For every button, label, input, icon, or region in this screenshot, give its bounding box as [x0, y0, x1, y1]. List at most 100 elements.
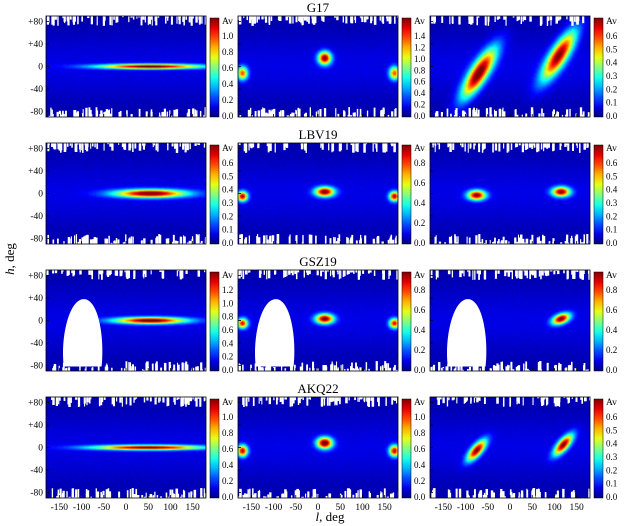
unsampled-top: [494, 143, 498, 151]
unsampled-top: [546, 397, 549, 405]
unsampled-bottom: [589, 240, 592, 251]
unsampled-top: [371, 397, 375, 407]
unsampled-top: [185, 16, 188, 20]
unsampled-top: [540, 270, 542, 280]
unsampled-top: [352, 143, 355, 153]
unsampled-bottom: [338, 234, 341, 245]
unsampled-bottom: [489, 239, 491, 250]
unsampled-bottom: [489, 368, 492, 379]
colorbar: [593, 398, 604, 499]
unsampled-top: [321, 143, 324, 150]
unsampled-top: [541, 270, 544, 276]
unsampled-top: [372, 143, 374, 152]
unsampled-top: [438, 143, 441, 150]
unsampled-bottom: [151, 363, 154, 374]
unsampled-top: [52, 270, 55, 274]
colorbar-tick-label: 0.4: [606, 185, 618, 195]
x-tick-label: -50: [481, 503, 494, 513]
unsampled-bottom: [359, 115, 362, 126]
unsampled-top: [126, 270, 128, 279]
unsampled-bottom: [161, 114, 164, 125]
unsampled-top: [100, 397, 103, 406]
unsampled-top: [103, 397, 106, 400]
unsampled-top: [451, 16, 454, 24]
unsampled-top: [189, 16, 192, 18]
colorbar-label: Av: [222, 398, 233, 408]
unsampled-top: [303, 270, 305, 278]
unsampled-top: [273, 397, 275, 401]
unsampled-top: [449, 16, 451, 25]
colorbar-tick-label: 0.4: [222, 460, 234, 470]
unsampled-bottom: [154, 491, 156, 502]
unsampled-top: [582, 16, 585, 24]
unsampled-top: [348, 397, 350, 401]
unsampled-bottom: [122, 242, 125, 253]
unsampled-top: [370, 16, 373, 24]
unsampled-top: [433, 16, 436, 24]
unsampled-bottom: [351, 362, 353, 373]
unsampled-top: [177, 397, 180, 400]
unsampled-bottom: [182, 489, 185, 500]
unsampled-bottom: [548, 242, 550, 253]
unsampled-bottom: [204, 237, 207, 248]
unsampled-top: [244, 270, 247, 275]
unsampled-bottom: [329, 238, 332, 249]
unsampled-top: [182, 16, 185, 23]
unsampled-top: [452, 143, 455, 150]
unsampled-bottom: [469, 109, 471, 120]
unsampled-top: [574, 16, 576, 22]
unsampled-top: [394, 16, 396, 24]
unsampled-top: [124, 270, 126, 273]
unsampled-bottom: [309, 367, 311, 378]
unsampled-bottom: [560, 242, 563, 253]
unsampled-bottom: [173, 493, 176, 504]
unsampled-top: [82, 143, 84, 153]
y-tick-label: +40: [28, 294, 43, 304]
unsampled-top: [467, 270, 470, 272]
unsampled-top: [339, 397, 341, 405]
unsampled-top: [363, 397, 366, 401]
unsampled-bottom: [344, 490, 347, 501]
unsampled-bottom: [67, 237, 70, 248]
unsampled-top: [250, 143, 252, 149]
unsampled-bottom: [259, 366, 262, 377]
colorbar: [593, 17, 604, 118]
y-tick-label: +40: [28, 421, 43, 431]
unsampled-top: [61, 270, 63, 274]
unsampled-top: [101, 270, 103, 280]
unsampled-top: [264, 16, 268, 23]
unsampled-bottom: [281, 110, 285, 121]
unsampled-top: [515, 270, 518, 277]
unsampled-top: [174, 143, 177, 149]
unsampled-bottom: [583, 234, 586, 245]
unsampled-top: [354, 397, 356, 401]
unsampled-top: [483, 143, 486, 149]
unsampled-top: [127, 270, 129, 276]
x-tick-label: -50: [289, 503, 302, 513]
unsampled-bottom: [131, 488, 134, 499]
unsampled-bottom: [56, 495, 58, 506]
unsampled-bottom: [537, 488, 540, 499]
unsampled-bottom: [238, 496, 241, 507]
x-tick-label: 0: [124, 503, 129, 513]
unsampled-bottom: [198, 234, 200, 245]
unsampled-bottom: [185, 368, 188, 379]
colorbar-tick-label: 0.0: [414, 111, 426, 121]
unsampled-bottom: [568, 242, 570, 253]
unsampled-bottom: [125, 361, 128, 372]
unsampled-bottom: [156, 365, 158, 376]
unsampled-bottom: [348, 107, 350, 118]
unsampled-top: [334, 397, 336, 406]
unsampled-bottom: [53, 369, 57, 380]
unsampled-bottom: [298, 108, 301, 119]
unsampled-top: [72, 270, 75, 274]
unsampled-top: [389, 270, 391, 276]
unsampled-bottom: [583, 362, 586, 373]
unsampled-bottom: [53, 363, 57, 374]
unsampled-top: [98, 270, 100, 280]
colorbar-tick-label: 1.2: [414, 42, 425, 52]
unsampled-bottom: [58, 110, 61, 121]
colorbar-tick-label: 1.4: [414, 31, 426, 41]
unsampled-bottom: [386, 496, 389, 507]
unsampled-bottom: [265, 112, 268, 123]
